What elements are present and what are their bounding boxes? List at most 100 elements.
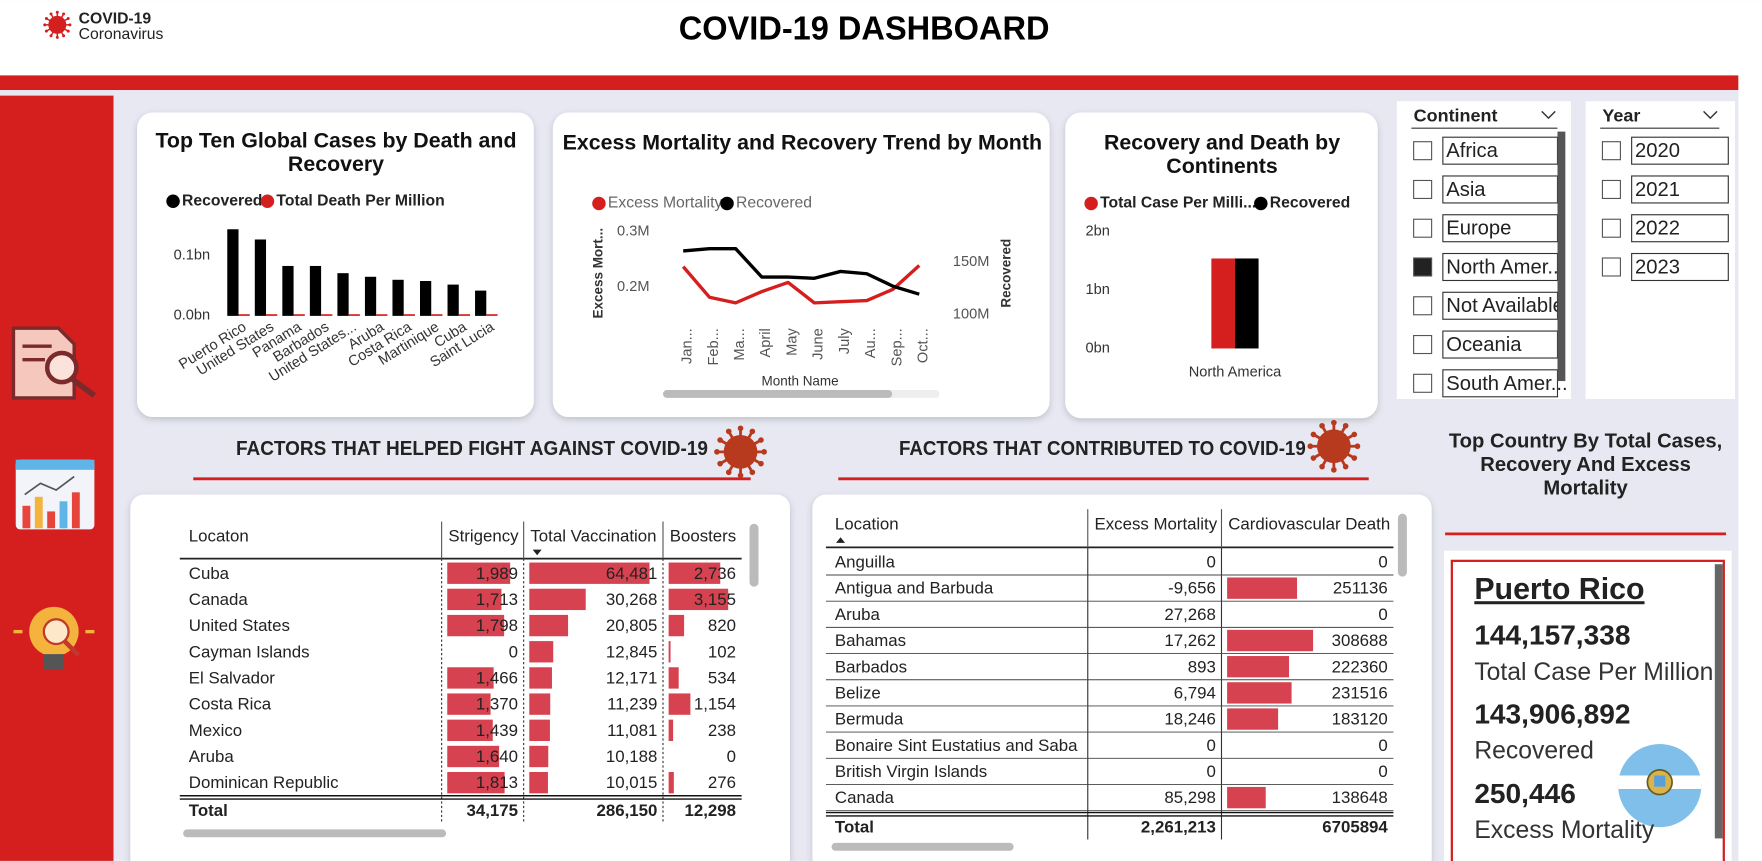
slicer-scrollbar[interactable] bbox=[1557, 131, 1566, 382]
virus-knob bbox=[1310, 431, 1317, 438]
table-cell: 0 bbox=[1378, 762, 1387, 781]
slicer-chevron[interactable] bbox=[1703, 110, 1718, 120]
x-tick-label: June bbox=[811, 328, 827, 360]
slicer-checkbox[interactable] bbox=[1413, 141, 1433, 161]
y2-tick-label: 100M bbox=[953, 307, 990, 323]
sort-indicator[interactable] bbox=[836, 537, 846, 543]
virus-knob bbox=[725, 428, 732, 435]
table-cell: 11,081 bbox=[607, 721, 657, 740]
table-cell: Aruba bbox=[189, 747, 235, 766]
table-cell: Canada bbox=[189, 590, 249, 609]
slicer-checkbox[interactable] bbox=[1413, 296, 1433, 316]
virus-knob bbox=[49, 12, 53, 16]
slicer-item-box[interactable] bbox=[1442, 330, 1559, 359]
table-cell: 12,845 bbox=[606, 642, 658, 661]
table-cell: 64,481 bbox=[606, 564, 658, 583]
bar bbox=[392, 279, 404, 316]
virus-knob bbox=[1307, 443, 1314, 450]
virus-knob bbox=[1319, 463, 1325, 470]
slicer-item-box[interactable] bbox=[1442, 252, 1559, 282]
data-bar bbox=[447, 562, 511, 584]
bar bbox=[309, 265, 322, 316]
bar bbox=[1211, 258, 1235, 349]
slicer-checkbox[interactable] bbox=[1413, 373, 1433, 393]
table-cell: 820 bbox=[708, 616, 736, 635]
data-bar bbox=[1227, 656, 1290, 678]
virus-knob bbox=[1310, 455, 1317, 461]
table-cell: 238 bbox=[708, 721, 736, 740]
table-cell: 1,989 bbox=[476, 564, 518, 583]
table-cell: 0 bbox=[727, 747, 736, 766]
table-cell: -9,656 bbox=[1168, 579, 1216, 598]
slicer-item: South Amer... bbox=[1446, 373, 1567, 395]
bar bbox=[348, 314, 360, 316]
table-cell: 1,439 bbox=[476, 721, 518, 740]
slicer-item-box[interactable] bbox=[1631, 136, 1729, 165]
virus-knob bbox=[62, 12, 66, 16]
data-bar bbox=[668, 641, 671, 663]
virus-knob bbox=[43, 23, 47, 27]
slicer-item-box[interactable] bbox=[1631, 175, 1729, 204]
table-cell: 30,268 bbox=[606, 590, 658, 609]
table-cell: 0 bbox=[509, 642, 518, 661]
data-bar bbox=[1227, 786, 1266, 809]
x-tick-label-box: North America bbox=[1188, 363, 1282, 380]
scrollbar[interactable] bbox=[183, 829, 447, 838]
bar bbox=[282, 265, 294, 316]
slicer-checkbox[interactable] bbox=[1413, 179, 1433, 200]
slicer-checkbox[interactable] bbox=[1601, 141, 1621, 161]
column-header: Locaton bbox=[189, 527, 249, 546]
slicer-item-box[interactable] bbox=[1631, 252, 1729, 282]
insight-icon[interactable] bbox=[13, 606, 95, 670]
bar bbox=[227, 229, 239, 316]
scrollbar[interactable] bbox=[831, 842, 1014, 851]
sort-indicator[interactable] bbox=[532, 549, 542, 556]
scrollbar[interactable] bbox=[662, 390, 893, 398]
virus-knob bbox=[62, 34, 66, 38]
card-value: 143,906,892 bbox=[1474, 698, 1630, 729]
scrollbar[interactable] bbox=[1397, 513, 1407, 577]
slicer-chevron[interactable] bbox=[1541, 110, 1556, 120]
legend-label: Recovered bbox=[1270, 195, 1350, 212]
y-tick-label: 0.3M bbox=[617, 223, 649, 239]
slicer-checkbox[interactable] bbox=[1413, 334, 1433, 355]
virus-knob bbox=[55, 10, 59, 14]
slicer-checkbox[interactable] bbox=[1601, 257, 1621, 277]
slicer-item-box[interactable] bbox=[1631, 214, 1729, 243]
virus-knob bbox=[1351, 455, 1358, 461]
slicer-title: Year bbox=[1602, 106, 1640, 126]
table-cell: 85,298 bbox=[1164, 788, 1216, 807]
data-bar bbox=[1227, 629, 1314, 652]
table-cell: 27,268 bbox=[1164, 605, 1216, 624]
slicer-item: Not Available bbox=[1446, 295, 1564, 317]
table-cell: 138648 bbox=[1332, 788, 1388, 807]
table-cell: 2,736 bbox=[694, 564, 736, 583]
bar bbox=[254, 239, 267, 316]
slicer-item-box[interactable] bbox=[1442, 175, 1559, 204]
slicer-checkbox[interactable] bbox=[1601, 218, 1621, 238]
chart-title-box: Excess Mortality and Recovery Trend by M… bbox=[563, 132, 1042, 156]
data-bar bbox=[668, 667, 679, 689]
scrollbar[interactable] bbox=[749, 523, 759, 587]
data-bar bbox=[529, 641, 554, 663]
virus-knob bbox=[737, 425, 744, 432]
y-tick-label: 0.1bn bbox=[174, 248, 211, 264]
slicer-checkbox[interactable] bbox=[1413, 257, 1433, 277]
table-total: 2,261,213 bbox=[1141, 818, 1216, 837]
slicer-item: 2021 bbox=[1635, 179, 1680, 201]
table-cell: 0 bbox=[1378, 605, 1387, 624]
card-value: 250,446 bbox=[1474, 778, 1576, 809]
y-axis-title: Excess Mort... bbox=[591, 228, 606, 319]
bar bbox=[321, 314, 333, 316]
report-icon[interactable] bbox=[11, 326, 97, 400]
virus-knob bbox=[1331, 419, 1337, 426]
slicer-item-box[interactable] bbox=[1442, 214, 1559, 243]
virus-knob bbox=[55, 35, 59, 39]
table-cell: 102 bbox=[708, 642, 736, 661]
slicer-checkbox[interactable] bbox=[1413, 218, 1433, 238]
slicer-item-box[interactable] bbox=[1442, 369, 1559, 398]
analytics-icon[interactable] bbox=[15, 459, 95, 530]
slicer-checkbox[interactable] bbox=[1601, 179, 1621, 200]
data-bar bbox=[668, 588, 729, 611]
x-tick-label: North America bbox=[1188, 363, 1282, 380]
